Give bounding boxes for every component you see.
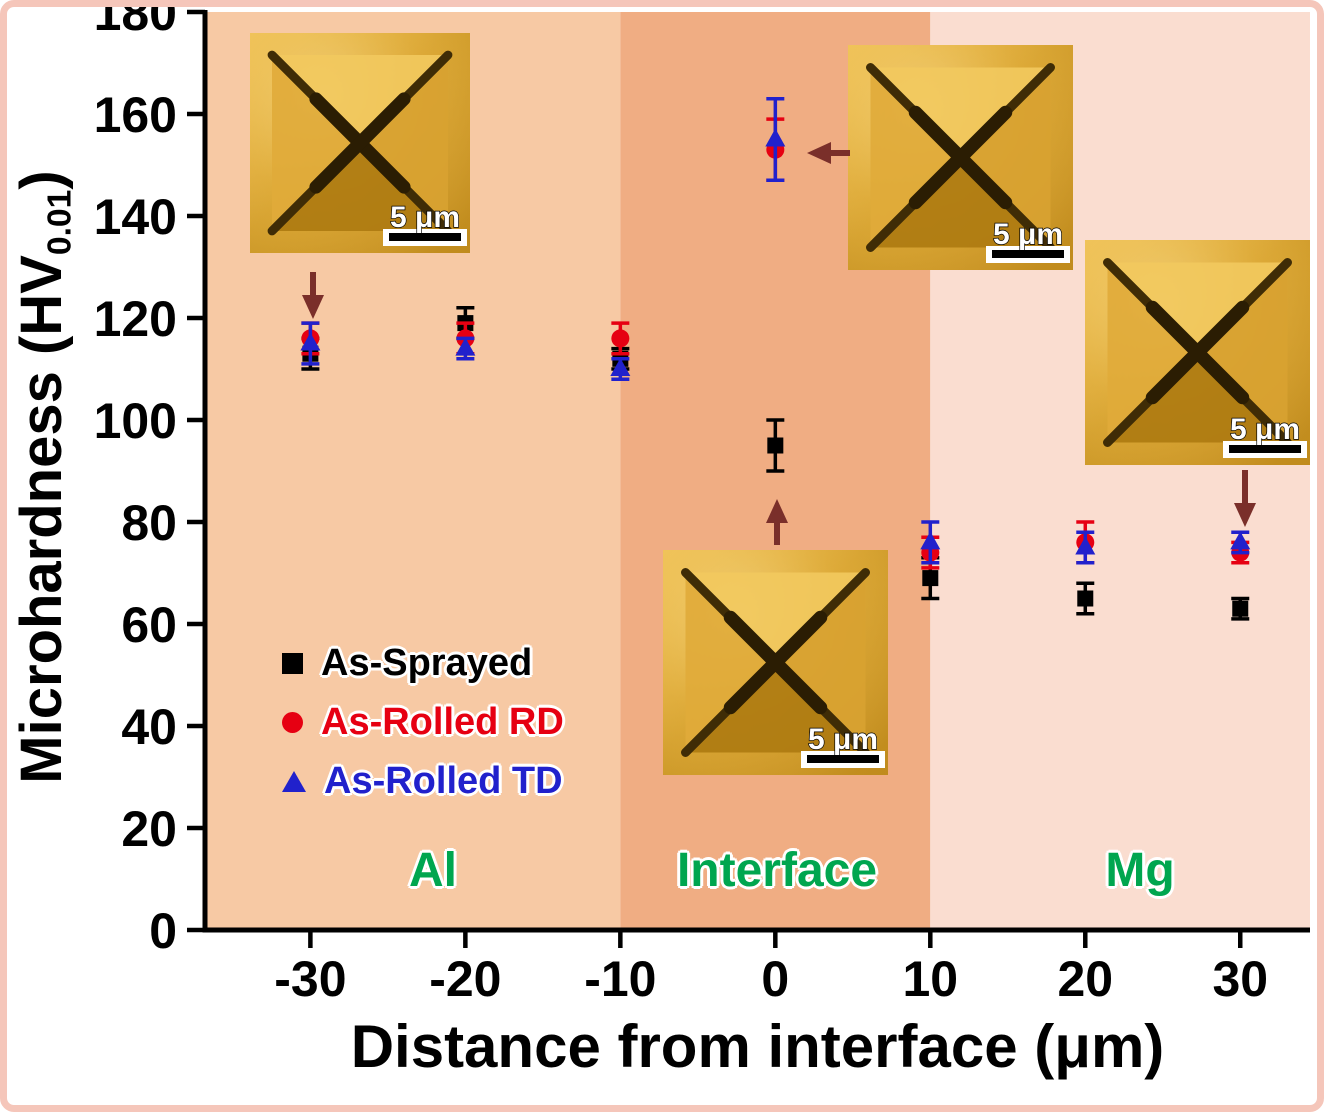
scalebar <box>1229 445 1301 453</box>
svg-text:-20: -20 <box>429 951 501 1007</box>
region-label-al: Al <box>409 844 457 897</box>
y-axis-title-text: Microhardness (HV <box>9 255 74 784</box>
square-marker-icon <box>282 653 303 674</box>
svg-text:160: 160 <box>94 87 177 143</box>
annotation-arrows <box>302 142 1256 545</box>
svg-text:-30: -30 <box>274 951 346 1007</box>
legend-label-as-sprayed: As-Sprayed <box>321 642 533 684</box>
data-points <box>300 96 1251 621</box>
al-indent-image: 5 μm <box>250 33 470 253</box>
scalebar-label: 5 μm <box>808 723 878 756</box>
svg-text:180: 180 <box>94 0 177 41</box>
interface-top-indent-image: 5 μm <box>848 45 1073 270</box>
axes: 0 20 40 60 80 100 120 140 160 180 -30 -20 -10 0 10 20 30 <box>94 0 1310 1007</box>
scalebar-label: 5 μm <box>390 201 460 234</box>
svg-text:0: 0 <box>761 951 789 1007</box>
triangle-marker-icon <box>282 771 306 792</box>
svg-text:10: 10 <box>902 951 958 1007</box>
svg-text:-10: -10 <box>584 951 656 1007</box>
y-axis-title-suffix: ) <box>9 170 74 190</box>
legend-label-as-rolled-td: As-Rolled TD <box>324 760 563 802</box>
mg-indent-image: 5 μm <box>1085 240 1310 465</box>
svg-text:20: 20 <box>1057 951 1113 1007</box>
region-label-interface: Interface <box>676 844 878 897</box>
svg-text:120: 120 <box>94 291 177 347</box>
y-axis-title: Microhardness (HV0.01) <box>8 12 79 942</box>
circle-marker-icon <box>282 712 303 733</box>
svg-text:40: 40 <box>121 699 177 755</box>
scalebar <box>807 755 879 763</box>
legend-item-as-rolled-rd: As-Rolled RD <box>282 701 564 744</box>
scalebar <box>992 250 1064 258</box>
legend: As-Sprayed As-Rolled RD As-Rolled TD <box>282 642 564 803</box>
svg-text:100: 100 <box>94 393 177 449</box>
svg-text:60: 60 <box>121 597 177 653</box>
interface-bottom-indent-image: 5 μm <box>663 550 888 775</box>
scalebar-label: 5 μm <box>993 218 1063 251</box>
scalebar-label: 5 μm <box>1230 413 1300 446</box>
svg-text:20: 20 <box>121 801 177 857</box>
indentation-insets: 5 μm 5 μm 5 μm 5 μm <box>250 33 1310 775</box>
svg-text:80: 80 <box>121 495 177 551</box>
y-axis-title-subscript: 0.01 <box>41 189 79 256</box>
svg-text:140: 140 <box>94 189 177 245</box>
region-label-mg: Mg <box>1105 844 1175 897</box>
x-axis-title: Distance from interface (μm) <box>350 1013 1165 1080</box>
scalebar <box>389 233 461 241</box>
legend-label-as-rolled-rd: As-Rolled RD <box>321 701 564 743</box>
legend-item-as-rolled-td: As-Rolled TD <box>282 760 564 803</box>
svg-text:30: 30 <box>1212 951 1268 1007</box>
legend-item-as-sprayed: As-Sprayed <box>282 642 564 685</box>
svg-text:0: 0 <box>149 903 177 959</box>
